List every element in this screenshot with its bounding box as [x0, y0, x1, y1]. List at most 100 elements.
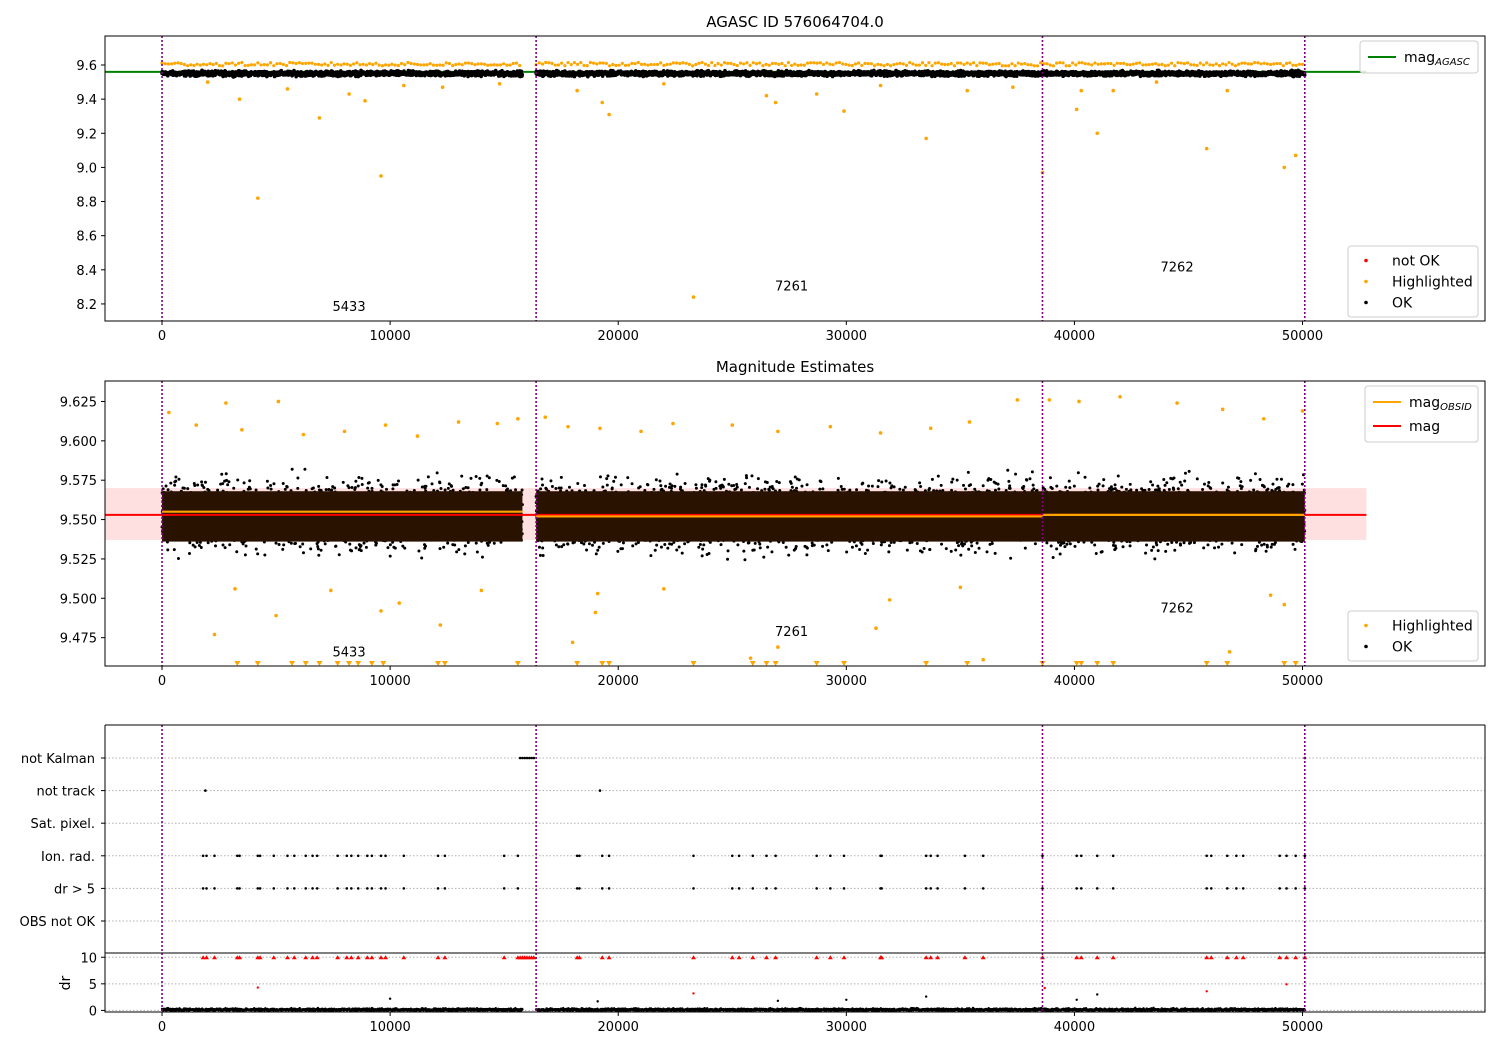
highlighted-point — [482, 62, 487, 66]
highlighted-point — [1106, 61, 1110, 66]
highlighted-point — [1138, 61, 1142, 65]
highlighted-point — [198, 63, 202, 67]
highlighted-point — [304, 61, 308, 65]
highlighted-point — [585, 64, 589, 68]
obsid-label: 5433 — [333, 300, 366, 315]
panel1-xtick-label: 30000 — [826, 329, 867, 344]
highlighted-point — [981, 61, 985, 65]
highlighted-point — [595, 62, 599, 66]
panel1-xtick-label: 10000 — [369, 329, 410, 344]
panel2-title: Magnitude Estimates — [716, 358, 874, 376]
highlighted-point — [383, 63, 388, 67]
highlighted-point — [563, 64, 567, 68]
highlighted-point — [991, 62, 995, 66]
highlighted-point — [987, 63, 992, 67]
highlighted-point — [751, 61, 755, 65]
highlighted-point — [237, 97, 242, 101]
ok-point — [214, 544, 218, 548]
highlighted-point — [1195, 63, 1199, 67]
highlighted-point — [399, 61, 404, 66]
ok-point — [193, 545, 197, 549]
panel1-xtick-label: 50000 — [1282, 329, 1323, 344]
highlighted-point — [371, 62, 375, 67]
highlighted-point — [317, 116, 322, 120]
highlighted-point — [1221, 62, 1225, 66]
highlighted-point — [1192, 63, 1196, 67]
highlighted-point — [924, 63, 928, 67]
highlighted-point — [842, 109, 846, 113]
highlighted-point — [770, 61, 775, 66]
highlighted-point — [1278, 61, 1282, 66]
highlighted-point — [1007, 64, 1011, 68]
ok-point — [224, 472, 228, 476]
highlighted-point — [339, 63, 343, 67]
highlighted-point — [1284, 61, 1289, 66]
ok-point — [220, 472, 224, 476]
highlighted-point — [684, 61, 688, 65]
panel1-lower-legend-label: not OK — [1392, 254, 1440, 270]
highlighted-point — [390, 62, 394, 66]
highlighted-point — [600, 100, 605, 105]
highlighted-point — [802, 63, 806, 67]
highlighted-point — [745, 61, 749, 65]
highlighted-point — [1211, 63, 1215, 67]
highlighted-point — [994, 62, 998, 66]
highlighted-point — [1125, 62, 1129, 67]
highlighted-point — [869, 62, 874, 66]
highlighted-point — [332, 63, 337, 67]
highlighted-point — [201, 62, 206, 66]
highlighted-point — [511, 61, 515, 66]
highlighted-point — [1051, 64, 1056, 68]
highlighted-point — [726, 61, 730, 65]
highlighted-point — [1176, 61, 1180, 65]
highlighted-point — [777, 62, 781, 66]
highlighted-point — [396, 63, 400, 68]
highlighted-point — [495, 63, 499, 67]
panel1-lower-legend-marker — [1364, 258, 1368, 263]
highlighted-point — [348, 63, 353, 67]
highlighted-point — [821, 62, 826, 67]
highlighted-point — [1214, 62, 1218, 66]
highlighted-point — [230, 61, 234, 65]
highlighted-point — [1083, 62, 1087, 66]
highlighted-point — [1233, 64, 1238, 68]
highlighted-point — [288, 60, 292, 65]
highlighted-point — [550, 61, 554, 65]
highlighted-point — [393, 63, 397, 67]
highlighted-point — [1099, 62, 1103, 66]
highlighted-point — [367, 62, 372, 66]
highlighted-point — [841, 62, 845, 66]
highlighted-point — [412, 62, 416, 66]
highlighted-point — [1102, 62, 1107, 66]
highlighted-point — [492, 63, 496, 67]
highlighted-point — [930, 64, 934, 68]
highlighted-point — [604, 61, 608, 65]
highlighted-point — [166, 62, 171, 66]
highlighted-point — [265, 63, 270, 67]
highlighted-point — [1093, 61, 1097, 65]
highlighted-point — [275, 62, 279, 66]
highlighted-point — [694, 62, 698, 67]
panel1-ytick-label: 9.0 — [76, 161, 97, 176]
highlighted-point — [920, 61, 925, 65]
highlighted-point — [706, 63, 711, 68]
highlighted-point — [793, 62, 797, 66]
highlighted-point — [1090, 63, 1094, 67]
highlighted-point — [850, 64, 854, 68]
highlighted-point — [233, 63, 238, 67]
highlighted-point — [729, 61, 733, 65]
highlighted-point — [345, 62, 349, 66]
highlighted-point — [374, 61, 378, 65]
highlighted-point — [457, 62, 461, 66]
highlighted-point — [502, 62, 506, 66]
highlighted-point — [425, 63, 429, 67]
highlighted-point — [1029, 63, 1033, 67]
highlighted-point — [1061, 61, 1065, 65]
highlighted-point — [575, 88, 579, 93]
highlighted-point — [828, 62, 832, 66]
highlighted-point — [297, 61, 301, 65]
panel1-ytick-label: 8.8 — [76, 196, 97, 211]
highlighted-point — [908, 60, 912, 65]
highlighted-point — [722, 61, 727, 65]
